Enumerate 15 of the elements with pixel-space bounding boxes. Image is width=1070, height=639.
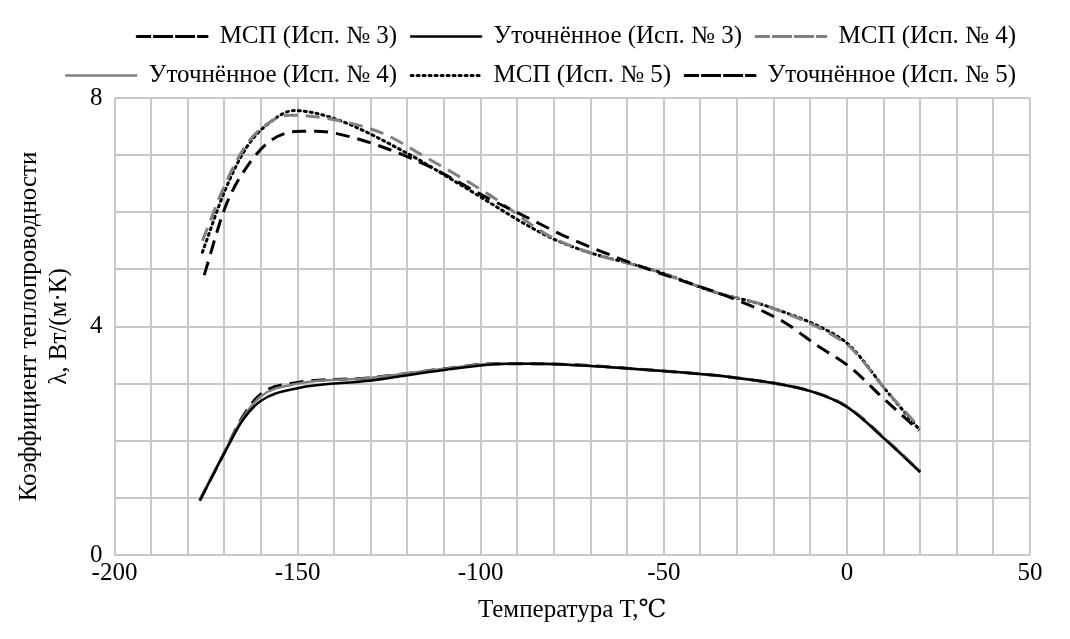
legend-label: Уточнённое (Исп. № 3) [493,21,743,50]
x-tick-label: -50 [647,557,681,585]
x-tick-label: -150 [274,557,321,585]
x-tick-label: 50 [1017,557,1043,585]
legend-label: Уточнённое (Исп. № 5) [767,60,1016,89]
y-axis-title: Коэффициент теплопроводности λ, Вт/(м·К) [13,151,72,502]
x-tick-label: 0 [840,557,854,585]
y-tick-label: 8 [90,82,103,110]
y-tick-label: 4 [90,311,103,339]
legend-label: МСП (Исп. № 5) [493,60,672,89]
legend-label: МСП (Исп. № 3) [219,21,398,50]
x-axis-title: Температура Т,℃ [477,594,667,622]
legend-label: Уточнённое (Исп. № 4) [148,60,398,89]
legend-label: МСП (Исп. № 4) [838,21,1017,50]
x-tick-label: -100 [457,557,504,585]
